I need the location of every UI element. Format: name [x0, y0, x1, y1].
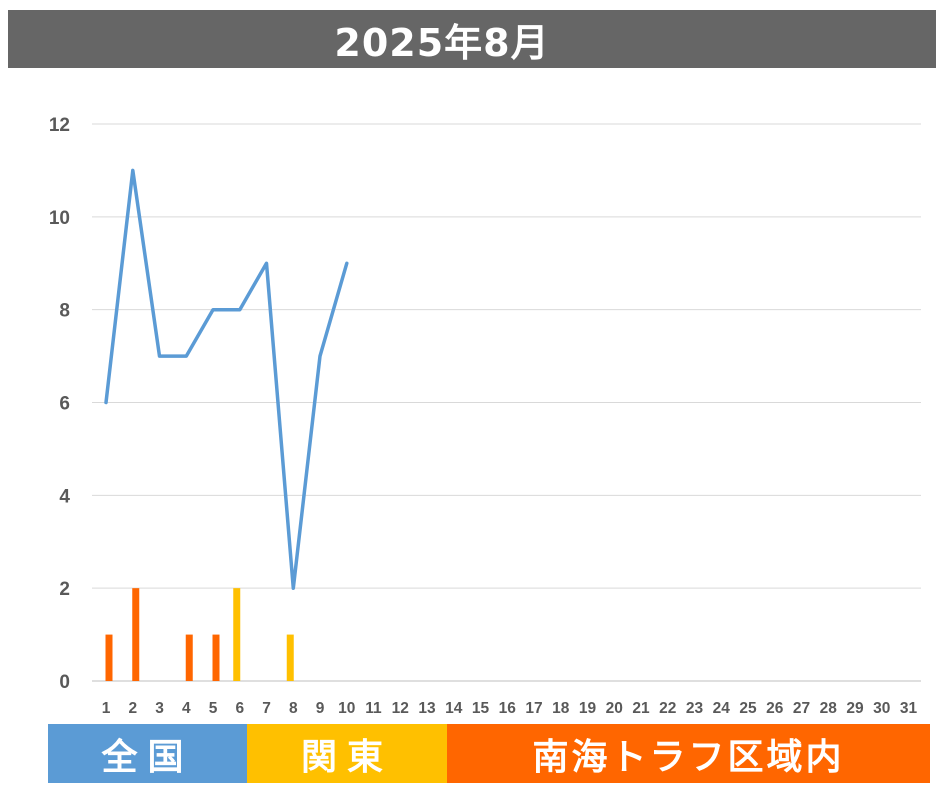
- title-bar: 2025年8月: [8, 10, 936, 68]
- legend-zenkoku: 全国: [48, 724, 247, 783]
- x-tick-label: 28: [820, 700, 838, 717]
- y-tick-label: 10: [49, 208, 70, 229]
- x-tick-label: 18: [552, 700, 570, 717]
- bar: [286, 634, 294, 681]
- x-tick-label: 4: [182, 700, 191, 717]
- line-series: [104, 168, 349, 590]
- x-tick-label: 26: [766, 700, 784, 717]
- legend-kanto: 関東: [247, 724, 447, 783]
- x-tick-label: 30: [873, 700, 890, 717]
- x-tick-label: 7: [262, 700, 271, 717]
- x-tick-label: 8: [289, 700, 298, 717]
- y-tick-label: 0: [59, 672, 70, 693]
- x-tick-label: 9: [316, 700, 325, 717]
- legend-nankai-trough: 南海トラフ区域内: [447, 724, 930, 783]
- y-tick-label: 4: [59, 486, 70, 507]
- y-tick-label: 12: [49, 115, 70, 136]
- x-tick-label: 10: [338, 700, 355, 717]
- x-tick-label: 2: [128, 700, 137, 717]
- x-tick-label: 11: [365, 700, 382, 717]
- x-tick-label: 27: [793, 700, 810, 717]
- x-tick-label: 16: [499, 700, 517, 717]
- x-tick-label: 15: [472, 700, 490, 717]
- x-axis-ticks: 1 2 3 4 5 6 7 8 9 10 11 12 13 14 15 16 17 18 19 20 21 22 23 24 2…: [102, 700, 918, 717]
- x-tick-label: 21: [632, 700, 650, 717]
- chart-title: 2025年8月: [334, 20, 550, 65]
- y-tick-label: 8: [59, 301, 70, 322]
- x-tick-label: 17: [525, 700, 542, 717]
- x-tick-label: 22: [659, 700, 676, 717]
- x-tick-label: 5: [209, 700, 218, 717]
- x-tick-label: 23: [686, 700, 704, 717]
- x-tick-label: 6: [235, 700, 244, 717]
- x-tick-label: 20: [606, 700, 623, 717]
- bar-series: [105, 588, 294, 681]
- x-tick-label: 1: [102, 700, 111, 717]
- y-tick-label: 2: [59, 579, 70, 600]
- x-tick-label: 13: [418, 700, 436, 717]
- bar: [212, 634, 220, 681]
- bar: [132, 588, 140, 681]
- x-tick-label: 24: [713, 700, 731, 717]
- bar: [185, 634, 193, 681]
- legend-label-zenkoku: 全国: [101, 736, 194, 778]
- bar: [233, 588, 241, 681]
- y-axis-ticks: 0 2 4 6 8 10 12: [49, 115, 71, 693]
- legend-label-nankai-trough: 南海トラフ区域内: [532, 736, 845, 778]
- x-tick-label: 29: [846, 700, 864, 717]
- x-tick-label: 25: [739, 700, 757, 717]
- gridlines: [92, 123, 921, 682]
- x-tick-label: 12: [392, 700, 409, 717]
- x-tick-label: 19: [579, 700, 597, 717]
- bar: [105, 634, 113, 681]
- series-line: [104, 168, 349, 590]
- x-tick-label: 14: [445, 700, 463, 717]
- x-tick-label: 31: [900, 700, 918, 717]
- y-tick-label: 6: [59, 394, 70, 415]
- legend-label-kanto: 関東: [300, 736, 393, 778]
- x-tick-label: 3: [155, 700, 164, 717]
